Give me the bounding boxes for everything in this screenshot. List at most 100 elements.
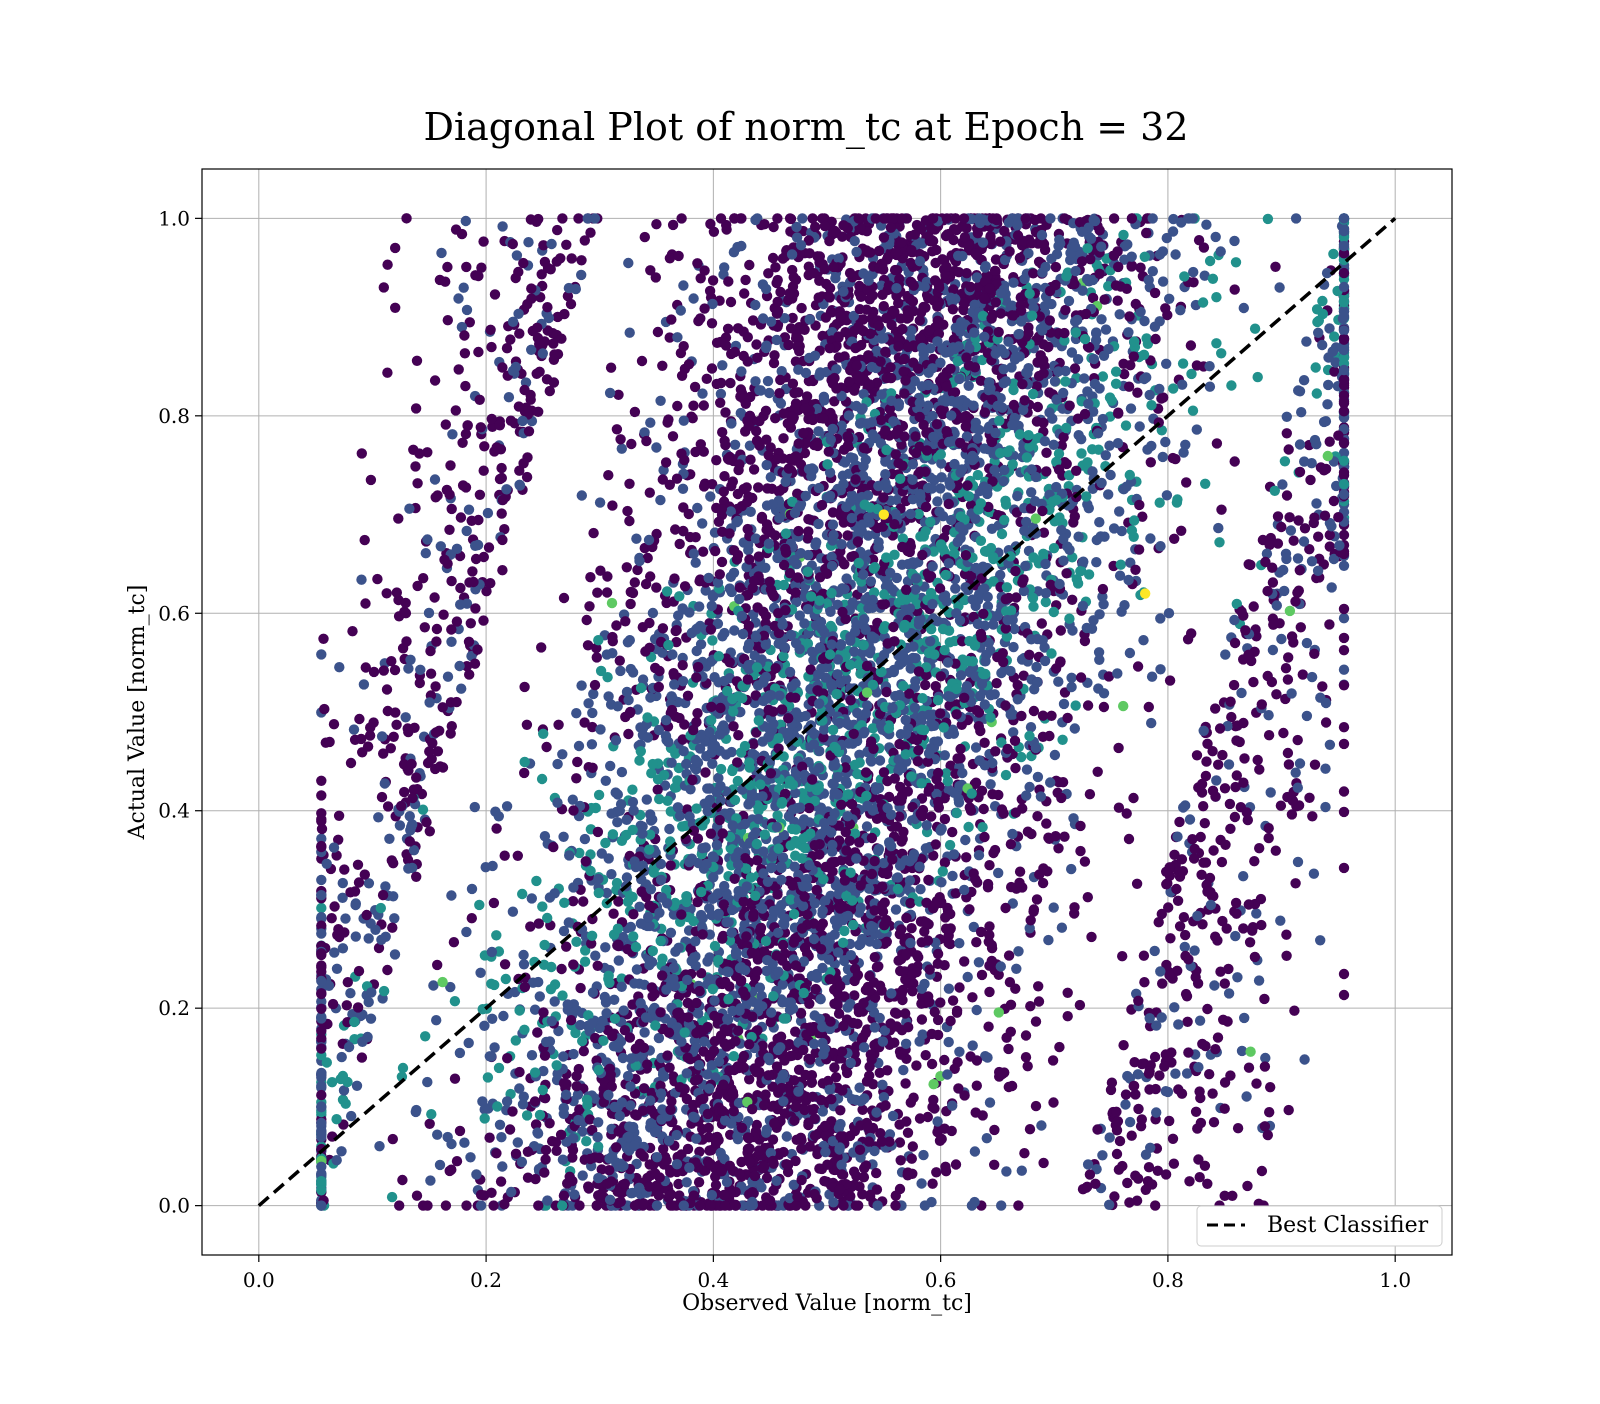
scatter-point xyxy=(438,702,448,712)
scatter-point xyxy=(1185,814,1195,824)
scatter-point xyxy=(425,826,435,836)
scatter-point xyxy=(939,1055,949,1065)
scatter-point xyxy=(931,1167,941,1177)
scatter-point xyxy=(382,260,392,270)
scatter-point xyxy=(480,1113,490,1123)
scatter-point xyxy=(489,898,499,908)
scatter-point xyxy=(699,400,709,410)
scatter-point xyxy=(648,759,658,769)
scatter-point xyxy=(1115,309,1125,319)
scatter-point xyxy=(1124,1197,1134,1207)
scatter-point xyxy=(1202,1179,1212,1189)
scatter-point xyxy=(377,792,387,802)
scatter-point xyxy=(426,669,436,679)
scatter-point xyxy=(553,720,563,730)
scatter-points xyxy=(316,213,1349,1211)
scatter-point xyxy=(1128,793,1138,803)
scatter-point xyxy=(1003,1044,1013,1054)
scatter-point xyxy=(354,966,364,976)
scatter-point xyxy=(1339,863,1349,873)
scatter-point xyxy=(1324,619,1334,629)
scatter-point xyxy=(1220,649,1230,659)
scatter-point xyxy=(497,221,507,231)
scatter-point xyxy=(1339,786,1349,796)
scatter-point xyxy=(1293,735,1303,745)
scatter-point xyxy=(514,401,524,411)
scatter-point xyxy=(592,1200,602,1210)
scatter-point xyxy=(441,1200,451,1210)
scatter-point xyxy=(603,691,613,701)
scatter-point xyxy=(967,992,977,1002)
scatter-point xyxy=(346,1111,356,1121)
scatter-point xyxy=(357,1052,367,1062)
scatter-point xyxy=(1164,294,1174,304)
scatter-point xyxy=(708,275,718,285)
scatter-point xyxy=(386,743,396,753)
scatter-point xyxy=(1249,856,1259,866)
scatter-point xyxy=(1141,333,1151,343)
scatter-point xyxy=(1233,1123,1243,1133)
scatter-point xyxy=(361,662,371,672)
scatter-point xyxy=(1307,672,1317,682)
scatter-point xyxy=(359,679,369,689)
scatter-point xyxy=(592,652,602,662)
scatter-point xyxy=(994,416,1004,426)
scatter-point xyxy=(1208,845,1218,855)
scatter-point xyxy=(750,376,760,386)
scatter-point xyxy=(461,927,471,937)
scatter-point xyxy=(1056,525,1066,535)
scatter-point xyxy=(911,1060,921,1070)
scatter-point xyxy=(571,1071,581,1081)
scatter-point xyxy=(442,262,452,272)
scatter-point xyxy=(512,250,522,260)
scatter-point xyxy=(497,473,507,483)
scatter-point xyxy=(582,615,592,625)
scatter-point xyxy=(1217,857,1227,867)
scatter-point xyxy=(1169,1002,1179,1012)
scatter-point xyxy=(1220,978,1230,988)
scatter-point xyxy=(1264,730,1274,740)
scatter-point xyxy=(424,608,434,618)
scatter-point xyxy=(668,220,678,230)
scatter-point xyxy=(1182,1068,1192,1078)
scatter-point xyxy=(918,1150,928,1160)
scatter-point xyxy=(634,556,644,566)
scatter-point xyxy=(705,286,715,296)
scatter-point xyxy=(1284,759,1294,769)
scatter-point xyxy=(446,637,456,647)
scatter-point xyxy=(496,463,506,473)
scatter-point xyxy=(763,376,773,386)
scatter-point xyxy=(622,815,632,825)
scatter-point xyxy=(1049,902,1059,912)
scatter-point xyxy=(557,213,567,223)
scatter-point xyxy=(1230,456,1240,466)
scatter-point xyxy=(1313,532,1323,542)
scatter-point xyxy=(611,620,621,630)
scatter-point xyxy=(390,303,400,313)
scatter-point xyxy=(923,875,933,885)
scatter-point xyxy=(1254,975,1264,985)
scatter-point xyxy=(1174,817,1184,827)
scatter-point xyxy=(415,665,425,675)
scatter-point xyxy=(732,554,742,564)
scatter-point xyxy=(1281,951,1291,961)
scatter-point xyxy=(1125,648,1135,658)
scatter-point xyxy=(486,1188,496,1198)
scatter-point xyxy=(1115,1136,1125,1146)
scatter-point xyxy=(677,821,687,831)
scatter-point xyxy=(908,1141,918,1151)
scatter-point xyxy=(497,1161,507,1171)
scatter-point xyxy=(850,760,860,770)
scatter-point xyxy=(777,366,787,376)
scatter-point xyxy=(1200,818,1210,828)
scatter-point xyxy=(1281,930,1291,940)
scatter-point xyxy=(470,802,480,812)
scatter-point xyxy=(700,767,710,777)
scatter-point xyxy=(571,708,581,718)
scatter-point xyxy=(1180,930,1190,940)
scatter-point xyxy=(579,1046,589,1056)
scatter-point xyxy=(432,624,442,634)
scatter-point xyxy=(1192,750,1202,760)
scatter-point xyxy=(421,548,431,558)
